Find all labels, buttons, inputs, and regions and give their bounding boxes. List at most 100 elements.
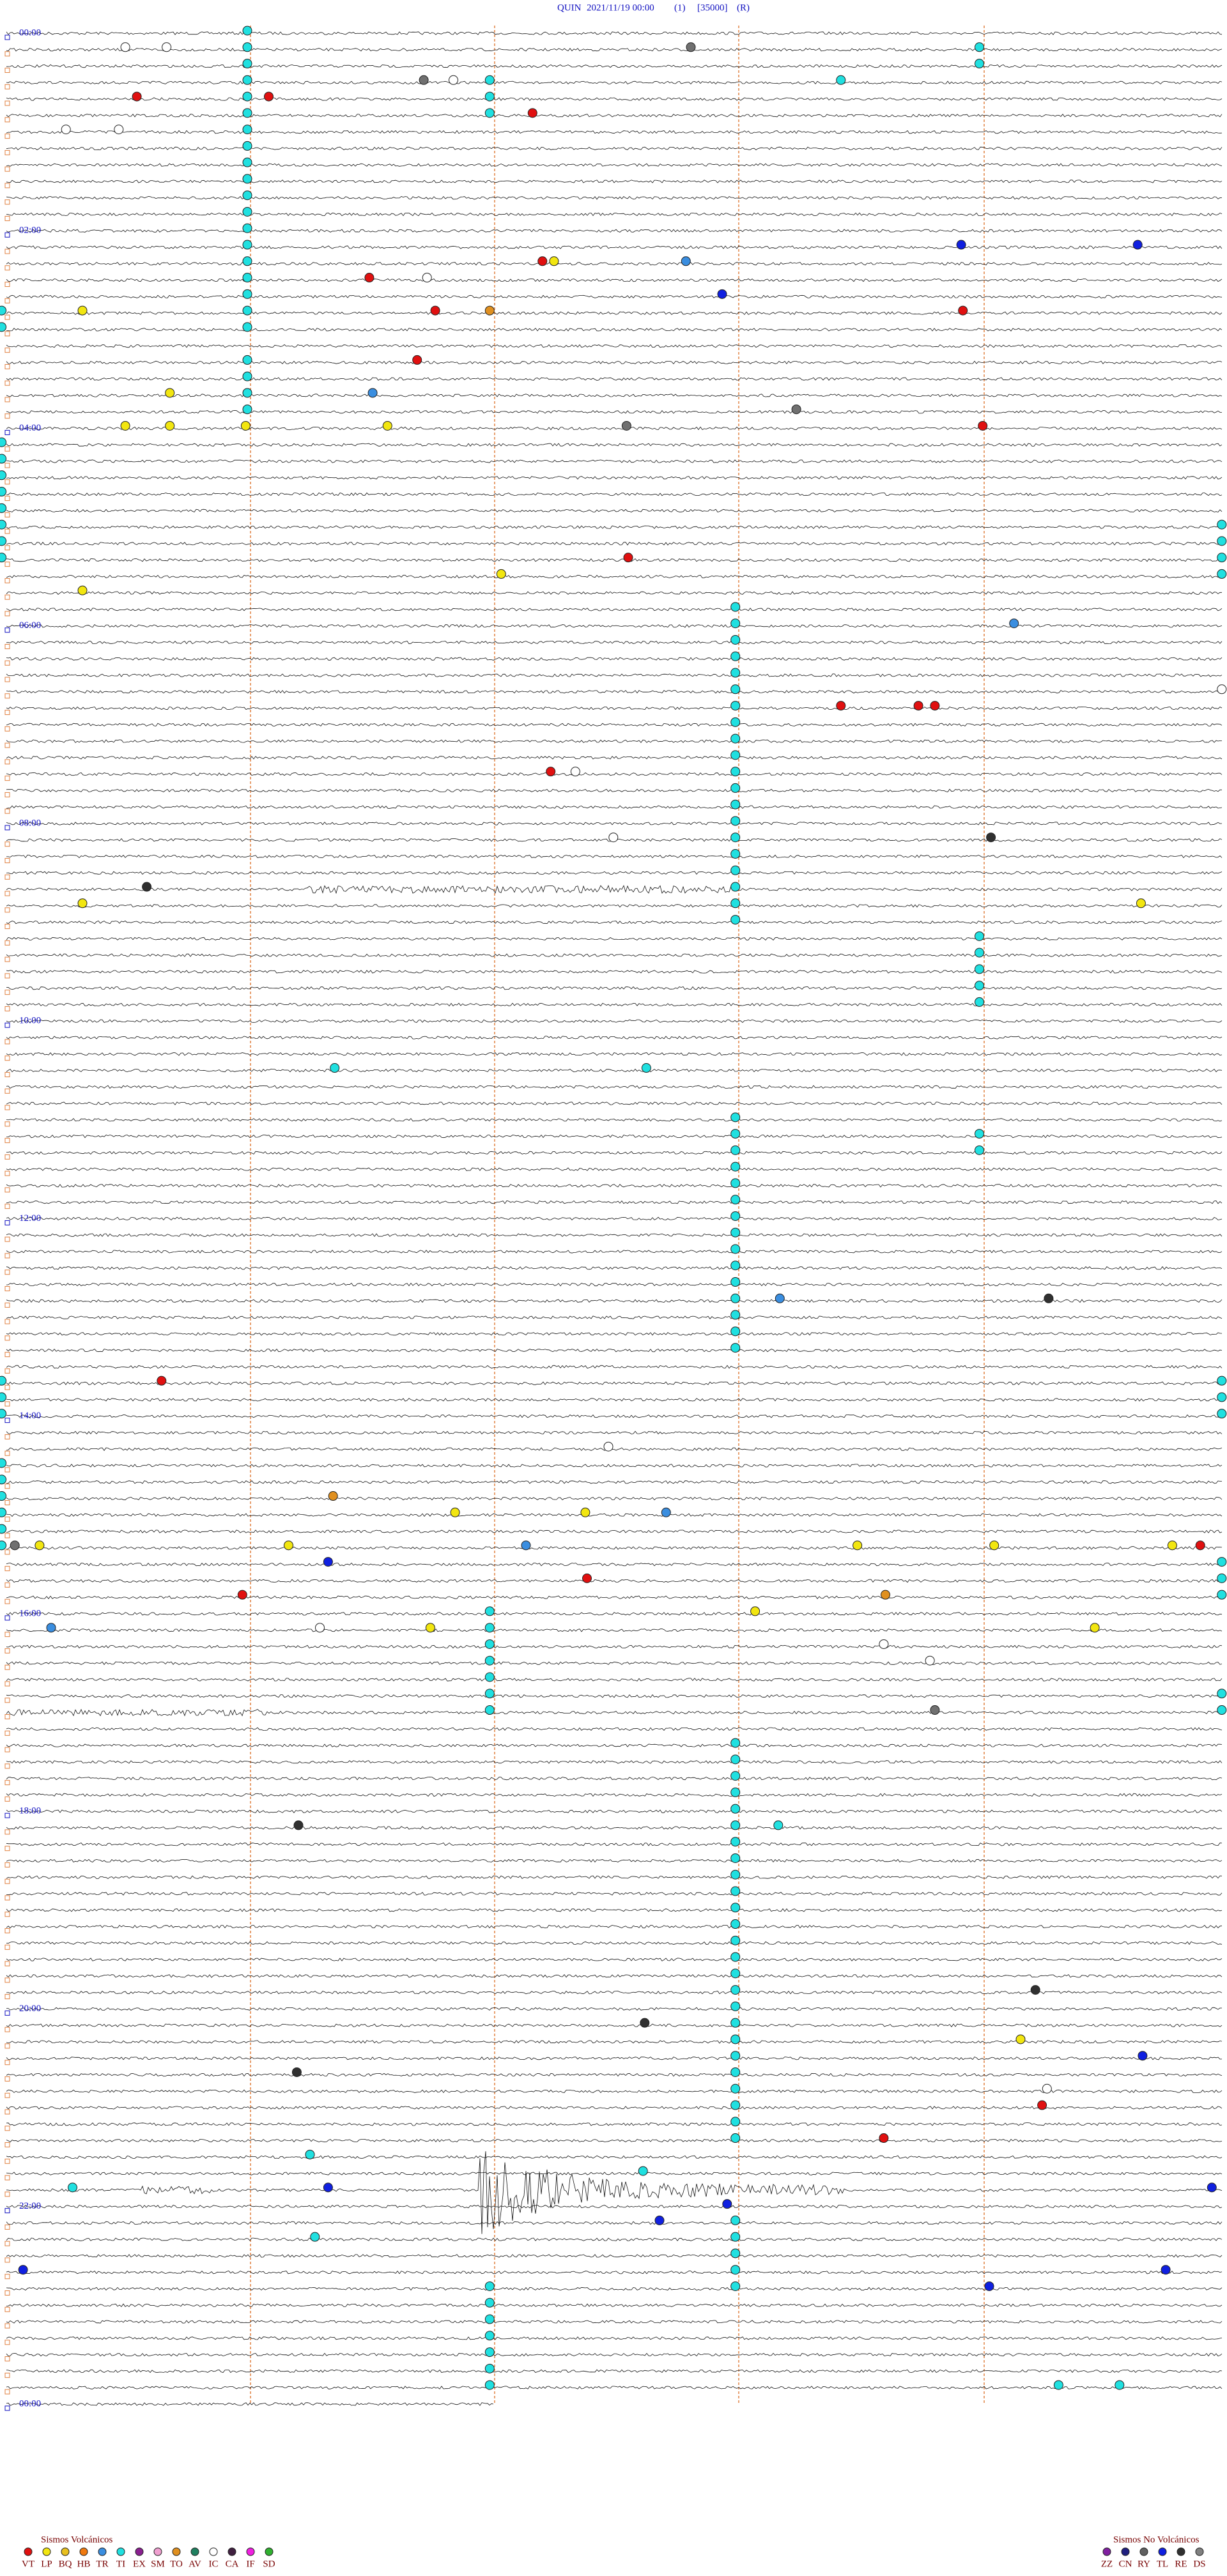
trace [6, 1068, 1223, 1073]
event-marker [775, 1293, 785, 1303]
trace [6, 64, 1223, 68]
trace-flag [4, 1121, 10, 1127]
event-marker [975, 1145, 984, 1155]
event-marker [730, 1178, 741, 1188]
trace-flag [4, 2224, 10, 2230]
trace-flag [4, 841, 10, 847]
trace [6, 1167, 1223, 1171]
event-marker [654, 2215, 665, 2225]
event-marker [449, 75, 458, 85]
event-marker [242, 42, 252, 52]
event-marker [382, 420, 392, 431]
event-marker [1136, 898, 1146, 908]
event-marker [730, 816, 741, 826]
trace [6, 245, 1223, 249]
trace-flag [4, 1286, 10, 1292]
trace-flag [4, 496, 10, 502]
trace [6, 1990, 1223, 1995]
trace [6, 1661, 1223, 1666]
trace-flag [4, 1780, 10, 1786]
trace-flag [4, 1994, 10, 2000]
event-marker [730, 684, 741, 694]
hour-label: 06:00 [19, 620, 41, 631]
event-marker [242, 256, 252, 266]
trace-flag [4, 215, 10, 221]
hour-label: 22:00 [19, 2201, 41, 2211]
event-marker [730, 668, 741, 678]
event-marker [484, 1639, 495, 1649]
event-marker [132, 91, 142, 102]
event-marker [730, 1853, 741, 1863]
event-marker [730, 2265, 741, 2275]
trace-flag [4, 1862, 10, 1867]
event-marker [836, 75, 846, 85]
trace [6, 212, 1223, 217]
trace [6, 1414, 1223, 1418]
event-marker [0, 454, 7, 464]
trace [6, 2352, 1223, 2357]
event-marker [730, 1968, 741, 1979]
trace-flag [4, 1912, 10, 1917]
event-marker [773, 1820, 783, 1830]
trace [6, 591, 1222, 595]
event-marker [484, 2331, 495, 2341]
event-marker [0, 1507, 7, 1517]
legend-title: Sismos No Volcánicos [1113, 2534, 1200, 2545]
event-marker [0, 470, 7, 480]
trace [6, 1019, 1223, 1023]
trace-flag [4, 1648, 10, 1653]
trace-flag [4, 924, 10, 930]
trace-flag [4, 298, 10, 303]
event-marker [925, 1655, 935, 1666]
event-marker [730, 717, 741, 727]
event-marker [242, 26, 252, 36]
trace-flag [4, 348, 10, 353]
event-marker [142, 882, 152, 892]
event-marker [484, 2297, 495, 2308]
trace [6, 871, 1223, 875]
legend-swatch [135, 2547, 144, 2556]
trace [6, 1085, 1223, 1089]
event-marker [661, 1507, 671, 1517]
trace [6, 822, 1223, 825]
hour-label: 18:00 [19, 1806, 41, 1816]
event-marker [730, 1952, 741, 1962]
event-marker [0, 322, 7, 332]
legend-swatch [265, 2547, 274, 2556]
trace-flag [4, 512, 10, 518]
trace-flag [4, 677, 10, 682]
trace [6, 1529, 1223, 1533]
event-marker [681, 256, 691, 266]
trace-flag [4, 2109, 10, 2115]
event-marker [1217, 1557, 1227, 1567]
trace [6, 1628, 1223, 1632]
event-marker [1195, 1540, 1205, 1551]
event-marker [730, 1820, 741, 1830]
event-marker [484, 2314, 495, 2324]
event-marker [1015, 2034, 1026, 2044]
trace-flag [4, 232, 10, 238]
event-marker [237, 1590, 247, 1600]
event-marker [580, 1507, 590, 1517]
legend-code: VT [22, 2559, 35, 2569]
trace-flag [4, 2027, 10, 2032]
hour-label: 12:00 [19, 1213, 41, 1223]
trace [6, 1644, 1223, 1649]
trace [6, 2089, 1223, 2094]
trace [6, 1924, 1223, 1929]
trace [6, 1875, 1223, 1880]
event-marker [430, 305, 440, 316]
event-marker [730, 2067, 741, 2077]
event-marker [546, 767, 556, 777]
hour-label: 08:00 [19, 818, 41, 828]
event-marker [120, 420, 130, 431]
event-marker [1217, 553, 1227, 563]
event-marker [484, 91, 495, 102]
trace-flag [4, 562, 10, 567]
legend-swatch [116, 2547, 125, 2556]
event-marker [1132, 240, 1143, 250]
trace-flag [4, 1698, 10, 1703]
event-marker [956, 240, 966, 250]
trace [6, 2204, 1223, 2209]
event-marker [1167, 1540, 1177, 1551]
